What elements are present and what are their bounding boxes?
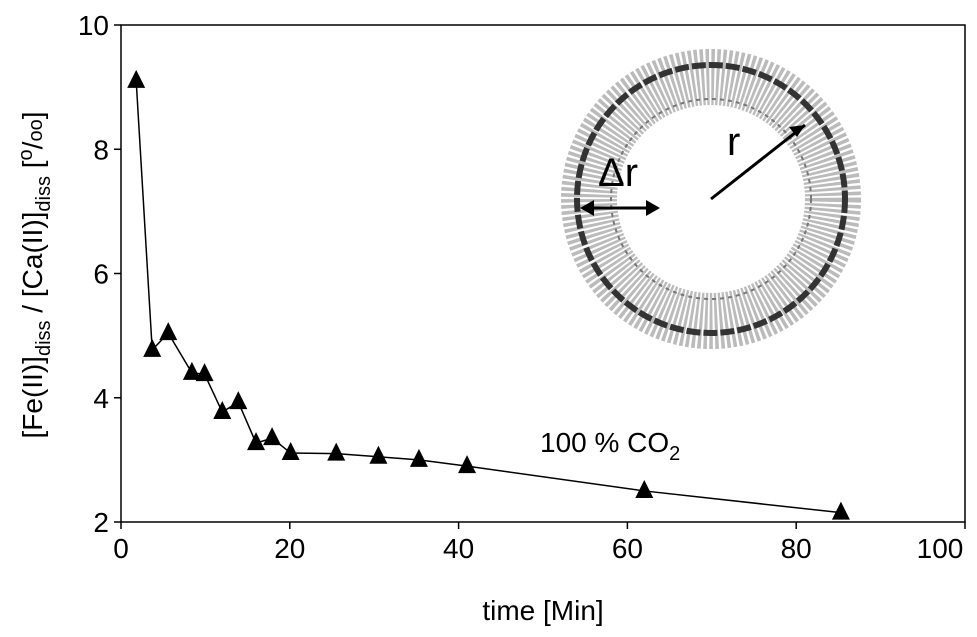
y-tick-label: 4 bbox=[93, 383, 109, 414]
y-label-part: ] bbox=[17, 111, 48, 119]
ring-inner bbox=[610, 98, 812, 300]
y-label-sub: diss bbox=[33, 176, 55, 212]
data-point bbox=[143, 338, 162, 357]
x-tick-label: 60 bbox=[612, 533, 643, 564]
data-point bbox=[182, 361, 201, 380]
data-point bbox=[458, 455, 477, 474]
data-point bbox=[247, 432, 266, 451]
data-point bbox=[831, 501, 850, 520]
inset-label: Δr bbox=[598, 151, 638, 195]
x-tick-label: 0 bbox=[113, 533, 129, 564]
y-label-part: [ bbox=[17, 160, 48, 176]
annotation: 100 % CO2 bbox=[540, 427, 680, 465]
data-point bbox=[213, 401, 232, 420]
radius-arrow bbox=[710, 123, 806, 201]
y-tick-label: 10 bbox=[78, 10, 109, 41]
arrow-head bbox=[789, 125, 805, 137]
data-point bbox=[127, 69, 146, 88]
y-tick-label: 8 bbox=[93, 134, 109, 165]
y-label-sup: o bbox=[15, 149, 37, 160]
data-point bbox=[195, 363, 214, 382]
x-tick-label: 80 bbox=[781, 533, 812, 564]
data-point bbox=[327, 442, 346, 461]
inset-diagram: Δr r bbox=[561, 49, 861, 349]
y-tick-label: 6 bbox=[93, 259, 109, 290]
x-tick-label: 100 bbox=[917, 533, 964, 564]
y-label-part: [Fe(II)] bbox=[17, 356, 48, 438]
x-axis-label: time [Min] bbox=[482, 595, 603, 626]
inset-label: r bbox=[727, 120, 740, 164]
data-point bbox=[229, 391, 248, 410]
data-point bbox=[409, 448, 428, 467]
x-tick-label: 20 bbox=[274, 533, 305, 564]
y-axis-label: [Fe(II)]diss / [Ca(II)]diss [o/oo] bbox=[15, 111, 55, 438]
data-point bbox=[635, 479, 654, 498]
data-point bbox=[159, 322, 178, 341]
y-label-part: / bbox=[17, 141, 48, 149]
ring-outer bbox=[574, 62, 848, 336]
data-point bbox=[263, 427, 282, 446]
annotation-subscript: 2 bbox=[669, 443, 680, 465]
y-label-part: / [Ca(II)] bbox=[17, 212, 48, 321]
y-label-part: oo bbox=[25, 119, 47, 141]
data-point bbox=[369, 445, 388, 464]
data-point bbox=[281, 442, 300, 461]
x-tick-label: 40 bbox=[443, 533, 474, 564]
ring-fill bbox=[561, 49, 861, 349]
y-tick-label: 2 bbox=[93, 507, 109, 538]
y-label-sub: diss bbox=[33, 320, 55, 356]
data-line bbox=[135, 80, 842, 514]
annotation-text: 100 % CO bbox=[540, 427, 669, 458]
